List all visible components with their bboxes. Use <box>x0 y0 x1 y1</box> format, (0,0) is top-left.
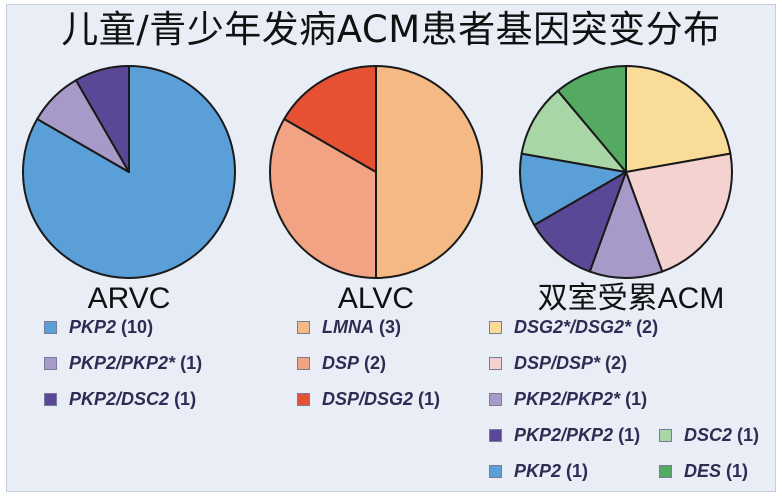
chart-label-arvc: ARVC <box>87 282 171 315</box>
legend-swatch <box>297 392 310 406</box>
legend-item: DSC2 (1) <box>659 424 759 446</box>
legend-gene: PKP2 <box>69 316 117 337</box>
legend-item: PKP2/PKP2* (1) <box>44 352 202 374</box>
legend-swatch <box>489 464 502 478</box>
legend-item: PKP2 (10) <box>44 316 153 338</box>
legend-swatch <box>297 320 310 334</box>
legend-swatch <box>297 356 310 370</box>
legend-item: PKP2/PKP2* (1) <box>489 388 647 410</box>
legend-gene: PKP2/PKP2 <box>514 424 614 445</box>
figure-title: 儿童/青少年发病ACM患者基因突变分布 <box>61 8 721 51</box>
legend-gene: DSP <box>322 352 360 373</box>
legend-count: (2) <box>636 316 659 337</box>
legend-count: (1) <box>618 424 641 445</box>
figure-panel <box>6 4 776 492</box>
legend-item: PKP2/DSC2 (1) <box>44 388 196 410</box>
legend-count: (10) <box>121 316 154 337</box>
legend-item: PKP2/PKP2 (1) <box>489 424 640 446</box>
legend-swatch <box>489 428 502 442</box>
legend-item: LMNA (3) <box>297 316 401 338</box>
legend-gene: PKP2/DSC2 <box>69 388 170 409</box>
legend-gene: PKP2 <box>514 460 562 481</box>
legend-swatch <box>489 392 502 406</box>
legend-item: DSP/DSG2 (1) <box>297 388 440 410</box>
legend-count: (2) <box>605 352 628 373</box>
legend-gene: LMNA <box>322 316 374 337</box>
legend-swatch <box>44 356 57 370</box>
legend-item: DES (1) <box>659 460 748 482</box>
legend-count: (1) <box>625 388 648 409</box>
legend-gene: PKP2/PKP2* <box>69 352 176 373</box>
legend-count: (1) <box>180 352 203 373</box>
legend-item: DSP (2) <box>297 352 386 374</box>
legend-count: (1) <box>726 460 749 481</box>
legend-gene: DES <box>684 460 722 481</box>
chart-label-biventricular: 双室受累ACM <box>537 282 725 315</box>
legend-count: (3) <box>379 316 402 337</box>
legend-gene: DSG2*/DSG2* <box>514 316 632 337</box>
legend-item: DSG2*/DSG2* (2) <box>489 316 658 338</box>
legend-count: (1) <box>174 388 197 409</box>
legend-swatch <box>659 428 672 442</box>
chart-label-alvc: ALVC <box>337 282 415 315</box>
legend-count: (1) <box>418 388 441 409</box>
legend-count: (2) <box>364 352 387 373</box>
legend-count: (1) <box>566 460 589 481</box>
legend-count: (1) <box>737 424 760 445</box>
legend-swatch <box>489 356 502 370</box>
legend-swatch <box>489 320 502 334</box>
legend-gene: DSC2 <box>684 424 733 445</box>
legend-item: PKP2 (1) <box>489 460 588 482</box>
legend-swatch <box>659 464 672 478</box>
legend-swatch <box>44 392 57 406</box>
legend-swatch <box>44 320 57 334</box>
legend-gene: DSP/DSG2 <box>322 388 414 409</box>
legend-item: DSP/DSP* (2) <box>489 352 627 374</box>
legend-gene: DSP/DSP* <box>514 352 601 373</box>
legend-gene: PKP2/PKP2* <box>514 388 621 409</box>
